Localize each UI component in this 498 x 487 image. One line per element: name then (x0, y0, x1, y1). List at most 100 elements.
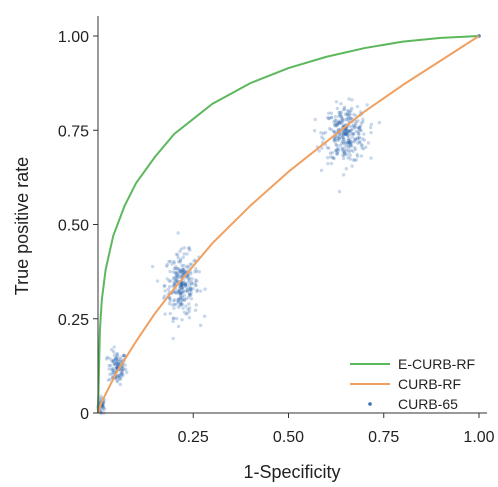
curb65-point (347, 140, 352, 145)
curb65-point (180, 290, 184, 294)
curb65-point (357, 126, 361, 130)
curb65-point (351, 131, 355, 136)
curb65-point (178, 269, 182, 273)
curb65-point (183, 283, 188, 287)
curb65-point (187, 302, 191, 306)
curb65-point (122, 353, 126, 358)
curb65-point (180, 268, 185, 272)
curb65-point (176, 291, 181, 295)
curb65-point (112, 362, 117, 367)
curb65-point (335, 106, 340, 111)
curb65-point (356, 141, 360, 145)
curb65-point (182, 270, 187, 274)
curb65-point (183, 283, 188, 288)
curb65-point (197, 270, 202, 274)
curb65-point (351, 132, 356, 136)
curb65-point (117, 374, 121, 378)
curb65-point (175, 273, 179, 277)
y-tick-label: 0 (80, 406, 89, 423)
curb65-point (186, 307, 190, 311)
curb65-point (116, 359, 120, 364)
curb65-point (174, 302, 178, 307)
curb65-point (327, 116, 332, 120)
curb65-point (178, 295, 183, 299)
curb65-point (181, 272, 186, 276)
curb65-point (119, 367, 124, 372)
curb65-point (150, 264, 155, 269)
curb65-point (342, 107, 346, 112)
legend: E-CURB-RF CURB-RF CURB-65 (350, 356, 475, 412)
curb65-point (172, 283, 177, 287)
curb65-point (106, 378, 111, 382)
curb65-point (353, 137, 358, 141)
curb65-cluster (104, 345, 129, 387)
curb65-point (358, 140, 362, 144)
curb65-point (346, 116, 350, 120)
curb65-point (355, 154, 360, 158)
curb65-point (334, 152, 339, 156)
curb65-point (116, 361, 120, 365)
curb65-point (193, 258, 197, 262)
curb65-point (176, 299, 180, 304)
curb65-point (331, 129, 336, 134)
curb65-point (348, 110, 352, 114)
curb65-point (161, 296, 166, 300)
curb65-point (116, 363, 120, 367)
curb65-point (176, 324, 181, 329)
curb65-point (179, 302, 183, 307)
curb65-point (179, 247, 184, 251)
curb65-point (182, 263, 186, 268)
curb65-point (341, 149, 345, 153)
curb65-point (333, 130, 337, 134)
curb65-point (170, 303, 175, 307)
curb65-point (181, 272, 185, 277)
curb65-point (337, 119, 341, 123)
curb65-point (178, 301, 183, 305)
curb65-point (198, 323, 203, 328)
curb65-point (178, 293, 183, 297)
curb65-point (193, 308, 198, 312)
curb65-point (342, 147, 347, 151)
curb65-point (344, 129, 349, 133)
curb65-point (178, 288, 182, 293)
curb65-point (118, 375, 123, 379)
curb65-point (348, 129, 352, 133)
curb65-point (354, 158, 358, 162)
curb65-point (343, 112, 348, 117)
curb65-point (342, 150, 346, 154)
curb65-point (328, 155, 333, 159)
curb65-point (110, 372, 114, 376)
curb65-point (178, 285, 182, 290)
curb65-point (356, 130, 360, 134)
curb65-point (346, 138, 351, 143)
curb65-point (180, 286, 185, 290)
curb65-point (337, 120, 342, 125)
curb65-point (178, 286, 183, 290)
curb65-point (105, 355, 110, 360)
curb65-point (358, 128, 362, 133)
curb65-point (335, 143, 339, 148)
curb65-point (337, 137, 341, 142)
curb65-point (341, 131, 345, 135)
curb65-point (342, 153, 346, 157)
curb65-point (341, 156, 346, 161)
curb65-point (113, 362, 117, 366)
curb65-point (334, 143, 338, 147)
curb65-point (186, 280, 191, 284)
curb65-point (333, 122, 337, 127)
curb65-point (361, 117, 365, 121)
curb65-point (115, 375, 120, 379)
curb65-point (190, 277, 194, 281)
curb65-point (176, 305, 181, 309)
curb65-point (344, 127, 348, 132)
curb65-point (340, 146, 345, 150)
y-tick-label: 0.25 (58, 312, 89, 329)
curb65-point (186, 288, 190, 292)
curb65-point (339, 110, 344, 114)
curb65-point (193, 280, 198, 285)
curb65-point (175, 316, 179, 321)
curb65-point (353, 147, 358, 152)
curb65-point (334, 118, 338, 123)
curb65-point (333, 118, 337, 123)
curb65-point (123, 367, 128, 372)
